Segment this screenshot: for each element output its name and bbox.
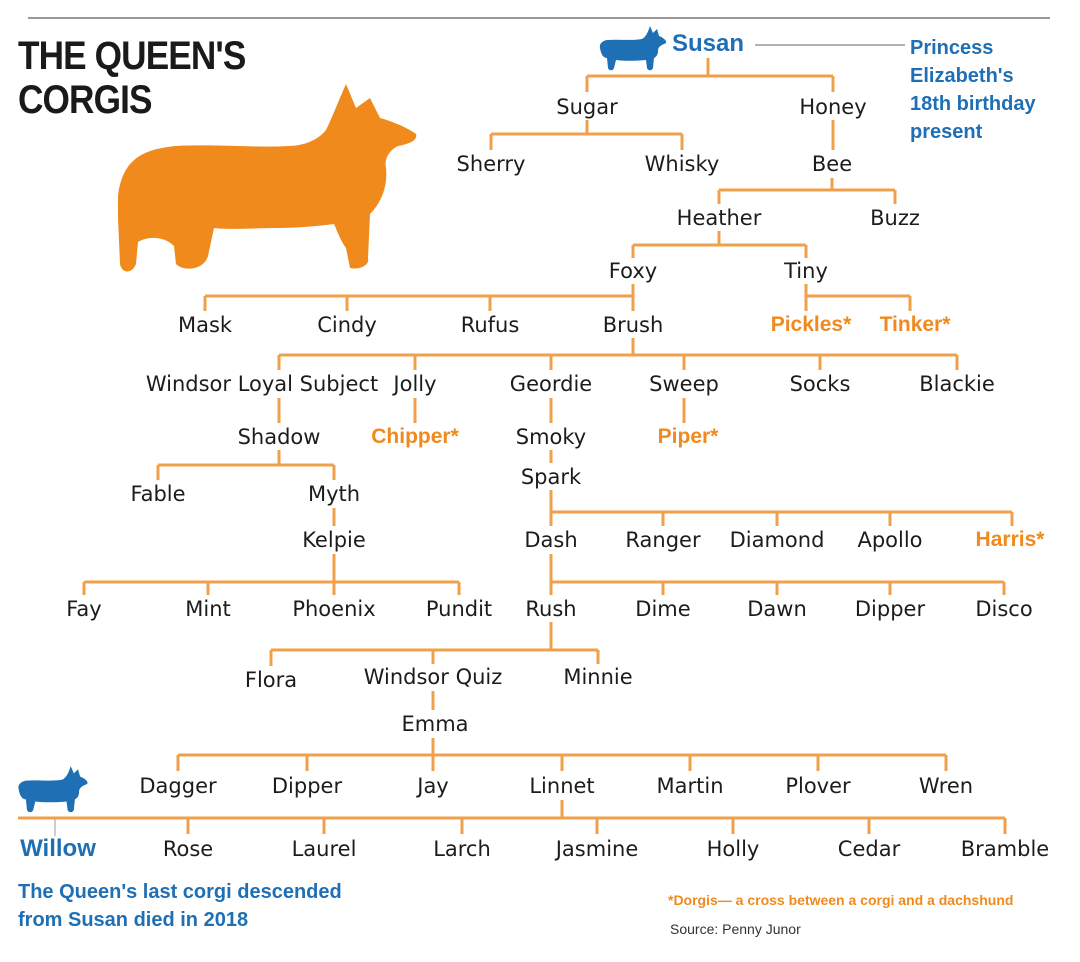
node-tinker: Tinker*: [879, 313, 951, 336]
blue-corgi-icon-willow: [18, 766, 88, 813]
node-dipper-1: Dipper: [854, 597, 926, 621]
node-phoenix: Phoenix: [292, 597, 376, 621]
node-sugar: Sugar: [556, 95, 618, 119]
susan-note-line: 18th birthday: [910, 93, 1036, 115]
node-dime: Dime: [635, 597, 691, 621]
node-fay: Fay: [66, 597, 102, 621]
willow-note: The Queen's last corgi descended from Su…: [18, 878, 342, 934]
node-holly: Holly: [706, 837, 760, 861]
node-dipper-2: Dipper: [271, 774, 343, 798]
node-jay: Jay: [417, 774, 449, 798]
blue-corgi-icon-susan: [599, 26, 667, 71]
node-piper: Piper*: [657, 425, 719, 448]
node-flora: Flora: [244, 668, 298, 692]
node-bee: Bee: [811, 152, 853, 176]
node-shadow: Shadow: [237, 425, 321, 449]
node-myth: Myth: [307, 482, 361, 506]
node-mint: Mint: [185, 597, 231, 621]
node-rose: Rose: [162, 837, 214, 861]
willow-note-line: The Queen's last corgi descended: [18, 881, 342, 903]
node-harris: Harris*: [975, 528, 1045, 551]
node-dagger: Dagger: [139, 774, 217, 798]
node-jasmine: Jasmine: [555, 837, 639, 861]
node-brush: Brush: [602, 313, 664, 337]
susan-note-line: Princess: [910, 37, 994, 59]
page-title: THE QUEEN'S CORGIS: [18, 34, 246, 122]
node-diamond: Diamond: [729, 528, 825, 552]
node-windsor-loyal-subject: Windsor Loyal Subject: [145, 372, 379, 396]
node-spark: Spark: [520, 465, 582, 489]
node-sherry: Sherry: [456, 152, 526, 176]
node-blackie: Blackie: [919, 372, 995, 396]
orange-corgi-silhouette: [118, 84, 417, 272]
node-jolly: Jolly: [393, 372, 437, 396]
node-linnet: Linnet: [529, 774, 595, 798]
node-emma: Emma: [401, 712, 469, 736]
node-martin: Martin: [656, 774, 724, 798]
dorgi-footnote: *Dorgis— a cross between a corgi and a d…: [668, 892, 1014, 908]
willow-note-line: from Susan died in 2018: [18, 909, 249, 931]
node-cedar: Cedar: [837, 837, 901, 861]
susan-note-line: Elizabeth's: [910, 65, 1014, 87]
node-windsor-quiz: Windsor Quiz: [363, 665, 503, 689]
node-whisky: Whisky: [644, 152, 720, 176]
node-laurel: Laurel: [291, 837, 357, 861]
node-chipper: Chipper*: [371, 425, 459, 448]
node-apollo: Apollo: [857, 528, 923, 552]
title-line-2: CORGIS: [18, 78, 152, 122]
node-fable: Fable: [130, 482, 186, 506]
node-rush: Rush: [525, 597, 577, 621]
node-geordie: Geordie: [509, 372, 593, 396]
node-pundit: Pundit: [425, 597, 493, 621]
node-smoky: Smoky: [515, 425, 587, 449]
node-foxy: Foxy: [608, 259, 658, 283]
susan-note: Princess Elizabeth's 18th birthday prese…: [910, 34, 1036, 146]
node-cindy: Cindy: [317, 313, 377, 337]
node-sweep: Sweep: [649, 372, 719, 396]
node-rufus: Rufus: [460, 313, 520, 337]
node-ranger: Ranger: [625, 528, 701, 552]
node-kelpie: Kelpie: [302, 528, 366, 552]
node-wren: Wren: [918, 774, 974, 798]
node-tiny: Tiny: [784, 259, 828, 283]
node-buzz: Buzz: [870, 206, 920, 230]
node-disco: Disco: [975, 597, 1033, 621]
source-credit: Source: Penny Junor: [670, 921, 801, 937]
node-pickles: Pickles*: [770, 313, 852, 336]
node-plover: Plover: [785, 774, 851, 798]
title-line-1: THE QUEEN'S: [18, 34, 246, 78]
node-mask: Mask: [177, 313, 233, 337]
node-dawn: Dawn: [747, 597, 807, 621]
susan-note-line: present: [910, 121, 983, 143]
node-heather: Heather: [676, 206, 762, 230]
node-dash: Dash: [524, 528, 578, 552]
node-willow: Willow: [20, 835, 96, 862]
node-minnie: Minnie: [563, 665, 633, 689]
node-honey: Honey: [799, 95, 867, 119]
node-socks: Socks: [789, 372, 851, 396]
node-larch: Larch: [433, 837, 491, 861]
node-susan: Susan: [671, 30, 745, 57]
node-bramble: Bramble: [960, 837, 1050, 861]
